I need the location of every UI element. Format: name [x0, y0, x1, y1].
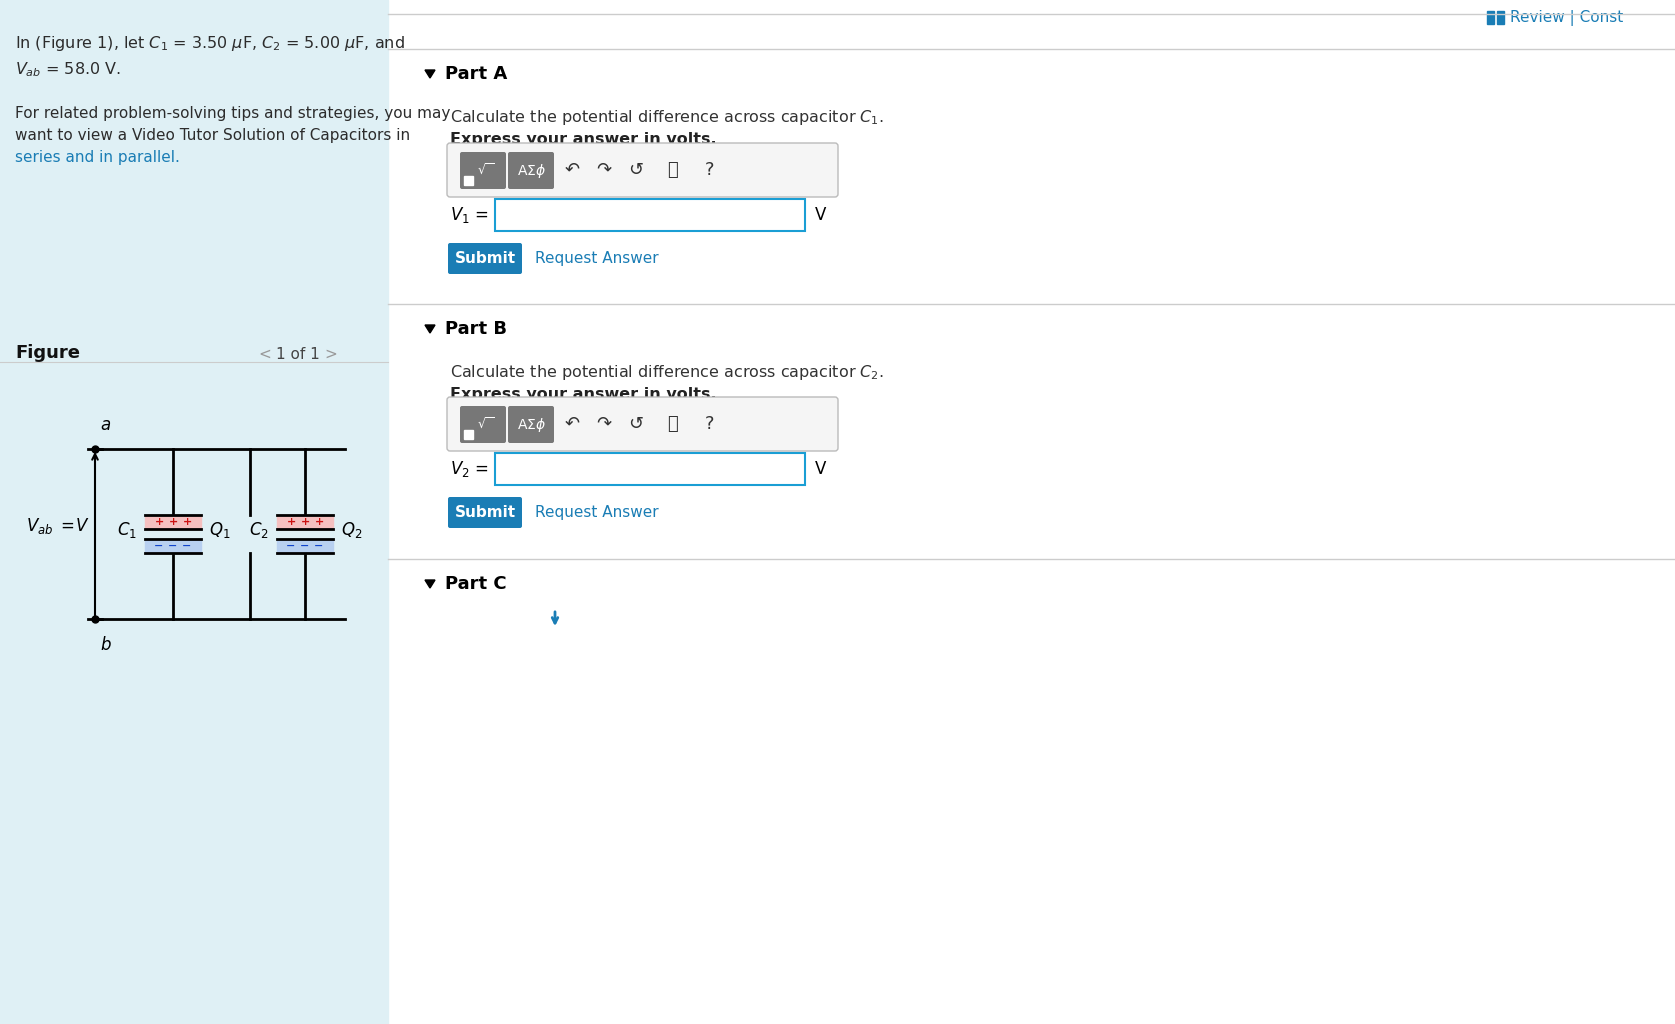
FancyBboxPatch shape	[447, 497, 523, 528]
Text: $V_{ab}$: $V_{ab}$	[25, 516, 54, 536]
Bar	[1497, 11, 1504, 24]
Text: Submit: Submit	[454, 505, 516, 520]
Text: ↶: ↶	[564, 161, 580, 179]
FancyBboxPatch shape	[508, 152, 554, 189]
Text: In (Figure 1), let $C_1$ = 3.50 $\mu$F, $C_2$ = 5.00 $\mu$F, and: In (Figure 1), let $C_1$ = 3.50 $\mu$F, …	[15, 34, 405, 53]
Text: Part A: Part A	[446, 65, 508, 83]
Text: −: −	[183, 541, 191, 551]
Text: Part C: Part C	[446, 575, 506, 593]
Text: For related problem-solving tips and strategies, you may: For related problem-solving tips and str…	[15, 106, 451, 121]
FancyBboxPatch shape	[447, 397, 838, 451]
Text: +: +	[154, 517, 164, 527]
Text: $C_1$: $C_1$	[117, 520, 137, 540]
Polygon shape	[425, 580, 436, 588]
Text: V: V	[75, 517, 87, 535]
Text: V: V	[816, 206, 826, 224]
Text: V: V	[816, 460, 826, 478]
Text: +: +	[315, 517, 323, 527]
Text: ↷: ↷	[596, 161, 611, 179]
Polygon shape	[425, 70, 436, 78]
Text: Express your answer in volts.: Express your answer in volts.	[451, 387, 717, 402]
Text: $\sqrt{\ }$: $\sqrt{\ }$	[477, 417, 494, 432]
Text: b: b	[100, 636, 111, 654]
Text: Part B: Part B	[446, 319, 508, 338]
Bar	[276, 539, 333, 553]
Text: Express your answer in volts.: Express your answer in volts.	[451, 132, 717, 147]
FancyBboxPatch shape	[447, 243, 523, 274]
Text: ↶: ↶	[564, 415, 580, 433]
Text: =: =	[60, 517, 74, 535]
Text: ↺: ↺	[628, 161, 643, 179]
Text: −: −	[315, 541, 323, 551]
Text: +: +	[300, 517, 310, 527]
Text: A$\Sigma\phi$: A$\Sigma\phi$	[516, 416, 546, 433]
Text: >: >	[323, 347, 337, 362]
Text: ↺: ↺	[628, 415, 643, 433]
Text: −: −	[300, 541, 310, 551]
Text: $Q_2$: $Q_2$	[342, 520, 362, 540]
Bar	[496, 453, 806, 485]
Text: a: a	[100, 416, 111, 434]
Text: Calculate the potential difference across capacitor $C_2$.: Calculate the potential difference acros…	[451, 362, 884, 382]
Text: $V_1$ =: $V_1$ =	[451, 205, 489, 225]
FancyBboxPatch shape	[461, 406, 506, 443]
Text: +: +	[183, 517, 191, 527]
Text: Submit: Submit	[454, 251, 516, 266]
Text: +: +	[169, 517, 178, 527]
Text: +: +	[286, 517, 295, 527]
Text: $\sqrt{\ }$: $\sqrt{\ }$	[477, 163, 494, 178]
Text: want to view a Video Tutor Solution of Capacitors in: want to view a Video Tutor Solution of C…	[15, 128, 410, 143]
FancyBboxPatch shape	[447, 143, 838, 197]
Bar	[0, 0, 389, 1024]
Text: ⎕: ⎕	[667, 161, 677, 179]
Text: <: <	[258, 347, 271, 362]
FancyBboxPatch shape	[461, 152, 506, 189]
Text: ?: ?	[705, 161, 715, 179]
Bar	[276, 515, 333, 529]
Text: $Q_1$: $Q_1$	[209, 520, 231, 540]
Text: −: −	[154, 541, 164, 551]
Text: Figure: Figure	[15, 344, 80, 362]
Text: Request Answer: Request Answer	[534, 251, 658, 266]
Bar	[1487, 11, 1494, 24]
Bar	[146, 515, 201, 529]
Text: 1 of 1: 1 of 1	[276, 347, 320, 362]
Polygon shape	[425, 325, 436, 333]
Bar	[464, 430, 472, 439]
Text: $C_2$: $C_2$	[250, 520, 270, 540]
Text: $V_2$ =: $V_2$ =	[451, 459, 489, 479]
Text: Review | Const: Review | Const	[1509, 10, 1623, 26]
Bar	[496, 199, 806, 231]
Text: ⎕: ⎕	[667, 415, 677, 433]
FancyBboxPatch shape	[508, 406, 554, 443]
Text: −: −	[168, 541, 178, 551]
Text: Calculate the potential difference across capacitor $C_1$.: Calculate the potential difference acros…	[451, 108, 884, 127]
Bar	[464, 176, 472, 185]
Text: ↷: ↷	[596, 415, 611, 433]
Text: Request Answer: Request Answer	[534, 505, 658, 520]
Text: series and in parallel.: series and in parallel.	[15, 150, 179, 165]
Text: −: −	[286, 541, 296, 551]
Bar	[146, 539, 201, 553]
Text: A$\Sigma\phi$: A$\Sigma\phi$	[516, 162, 546, 179]
Text: ?: ?	[705, 415, 715, 433]
Text: $V_{ab}$ = 58.0 V.: $V_{ab}$ = 58.0 V.	[15, 60, 121, 79]
